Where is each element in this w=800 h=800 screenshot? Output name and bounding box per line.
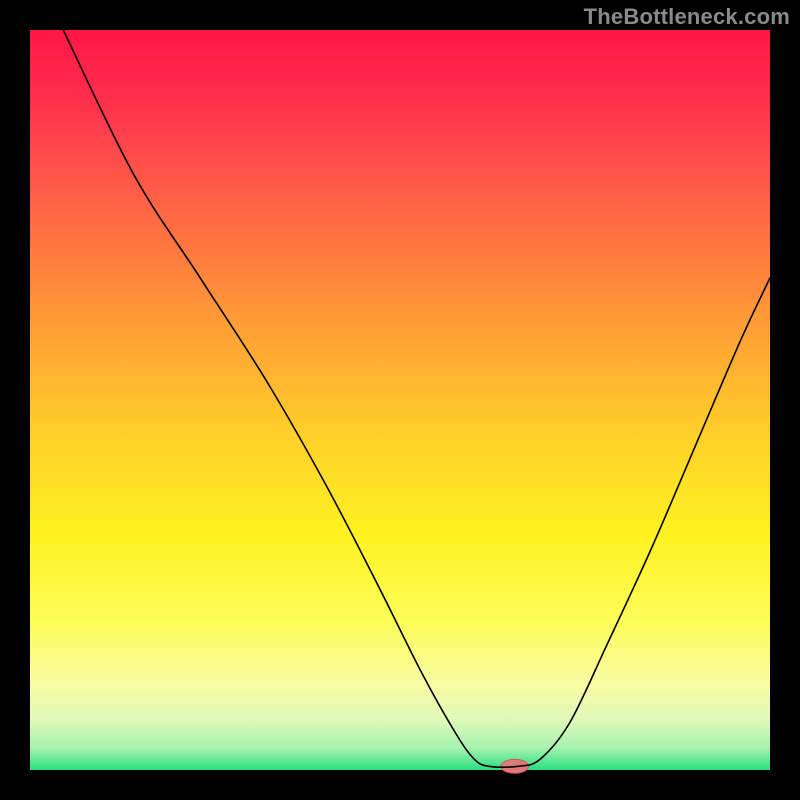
plot-background xyxy=(30,30,770,770)
watermark-text: TheBottleneck.com xyxy=(584,4,790,30)
bottleneck-chart xyxy=(0,0,800,800)
